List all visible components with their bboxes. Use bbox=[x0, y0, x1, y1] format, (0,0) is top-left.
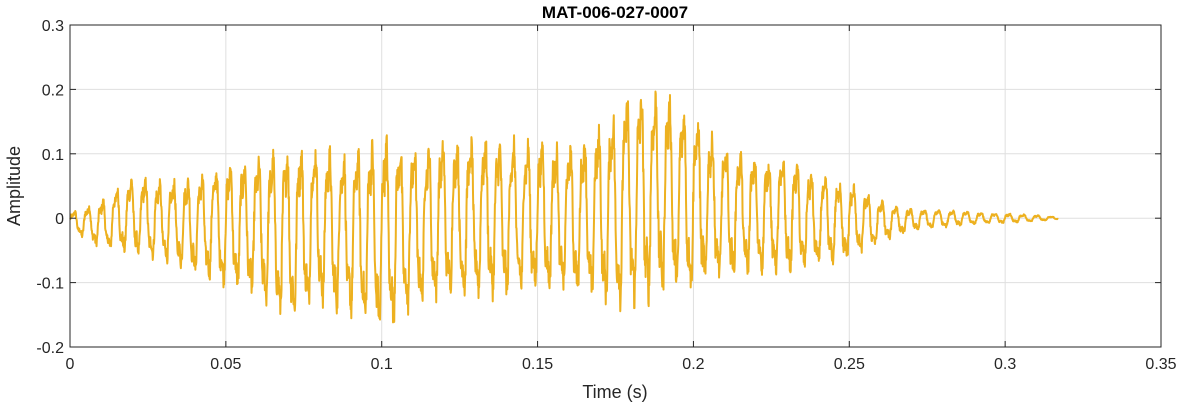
x-tick-label: 0.05 bbox=[210, 356, 241, 373]
waveform-line bbox=[69, 90, 1059, 324]
y-axis-label: Amplitude bbox=[4, 146, 24, 226]
x-tick-label: 0 bbox=[66, 356, 75, 373]
y-tick-label: 0.2 bbox=[42, 82, 64, 99]
y-tick-label: -0.2 bbox=[36, 340, 64, 357]
x-axis-label: Time (s) bbox=[582, 382, 647, 402]
x-tick-label: 0.25 bbox=[834, 356, 865, 373]
y-tick-label: 0 bbox=[55, 211, 64, 228]
y-tick-label: 0.3 bbox=[42, 18, 64, 35]
y-tick-label: -0.1 bbox=[36, 276, 64, 293]
x-tick-label: 0.35 bbox=[1145, 356, 1176, 373]
chart-title: MAT-006-027-0007 bbox=[542, 3, 688, 22]
x-tick-label: 0.1 bbox=[371, 356, 393, 373]
axis-ticks: 0 0.05 0.1 0.15 0.2 0.25 0.3 0.35 -0.2 -0.1 0 0.1 0.… bbox=[36, 18, 1176, 373]
waveform-series bbox=[69, 90, 1059, 324]
x-tick-label: 0.3 bbox=[994, 356, 1016, 373]
x-tick-label: 0.15 bbox=[522, 356, 553, 373]
plot-frame bbox=[69, 24, 1162, 348]
x-tick-label: 0.2 bbox=[682, 356, 704, 373]
y-tick-label: 0.1 bbox=[42, 147, 64, 164]
